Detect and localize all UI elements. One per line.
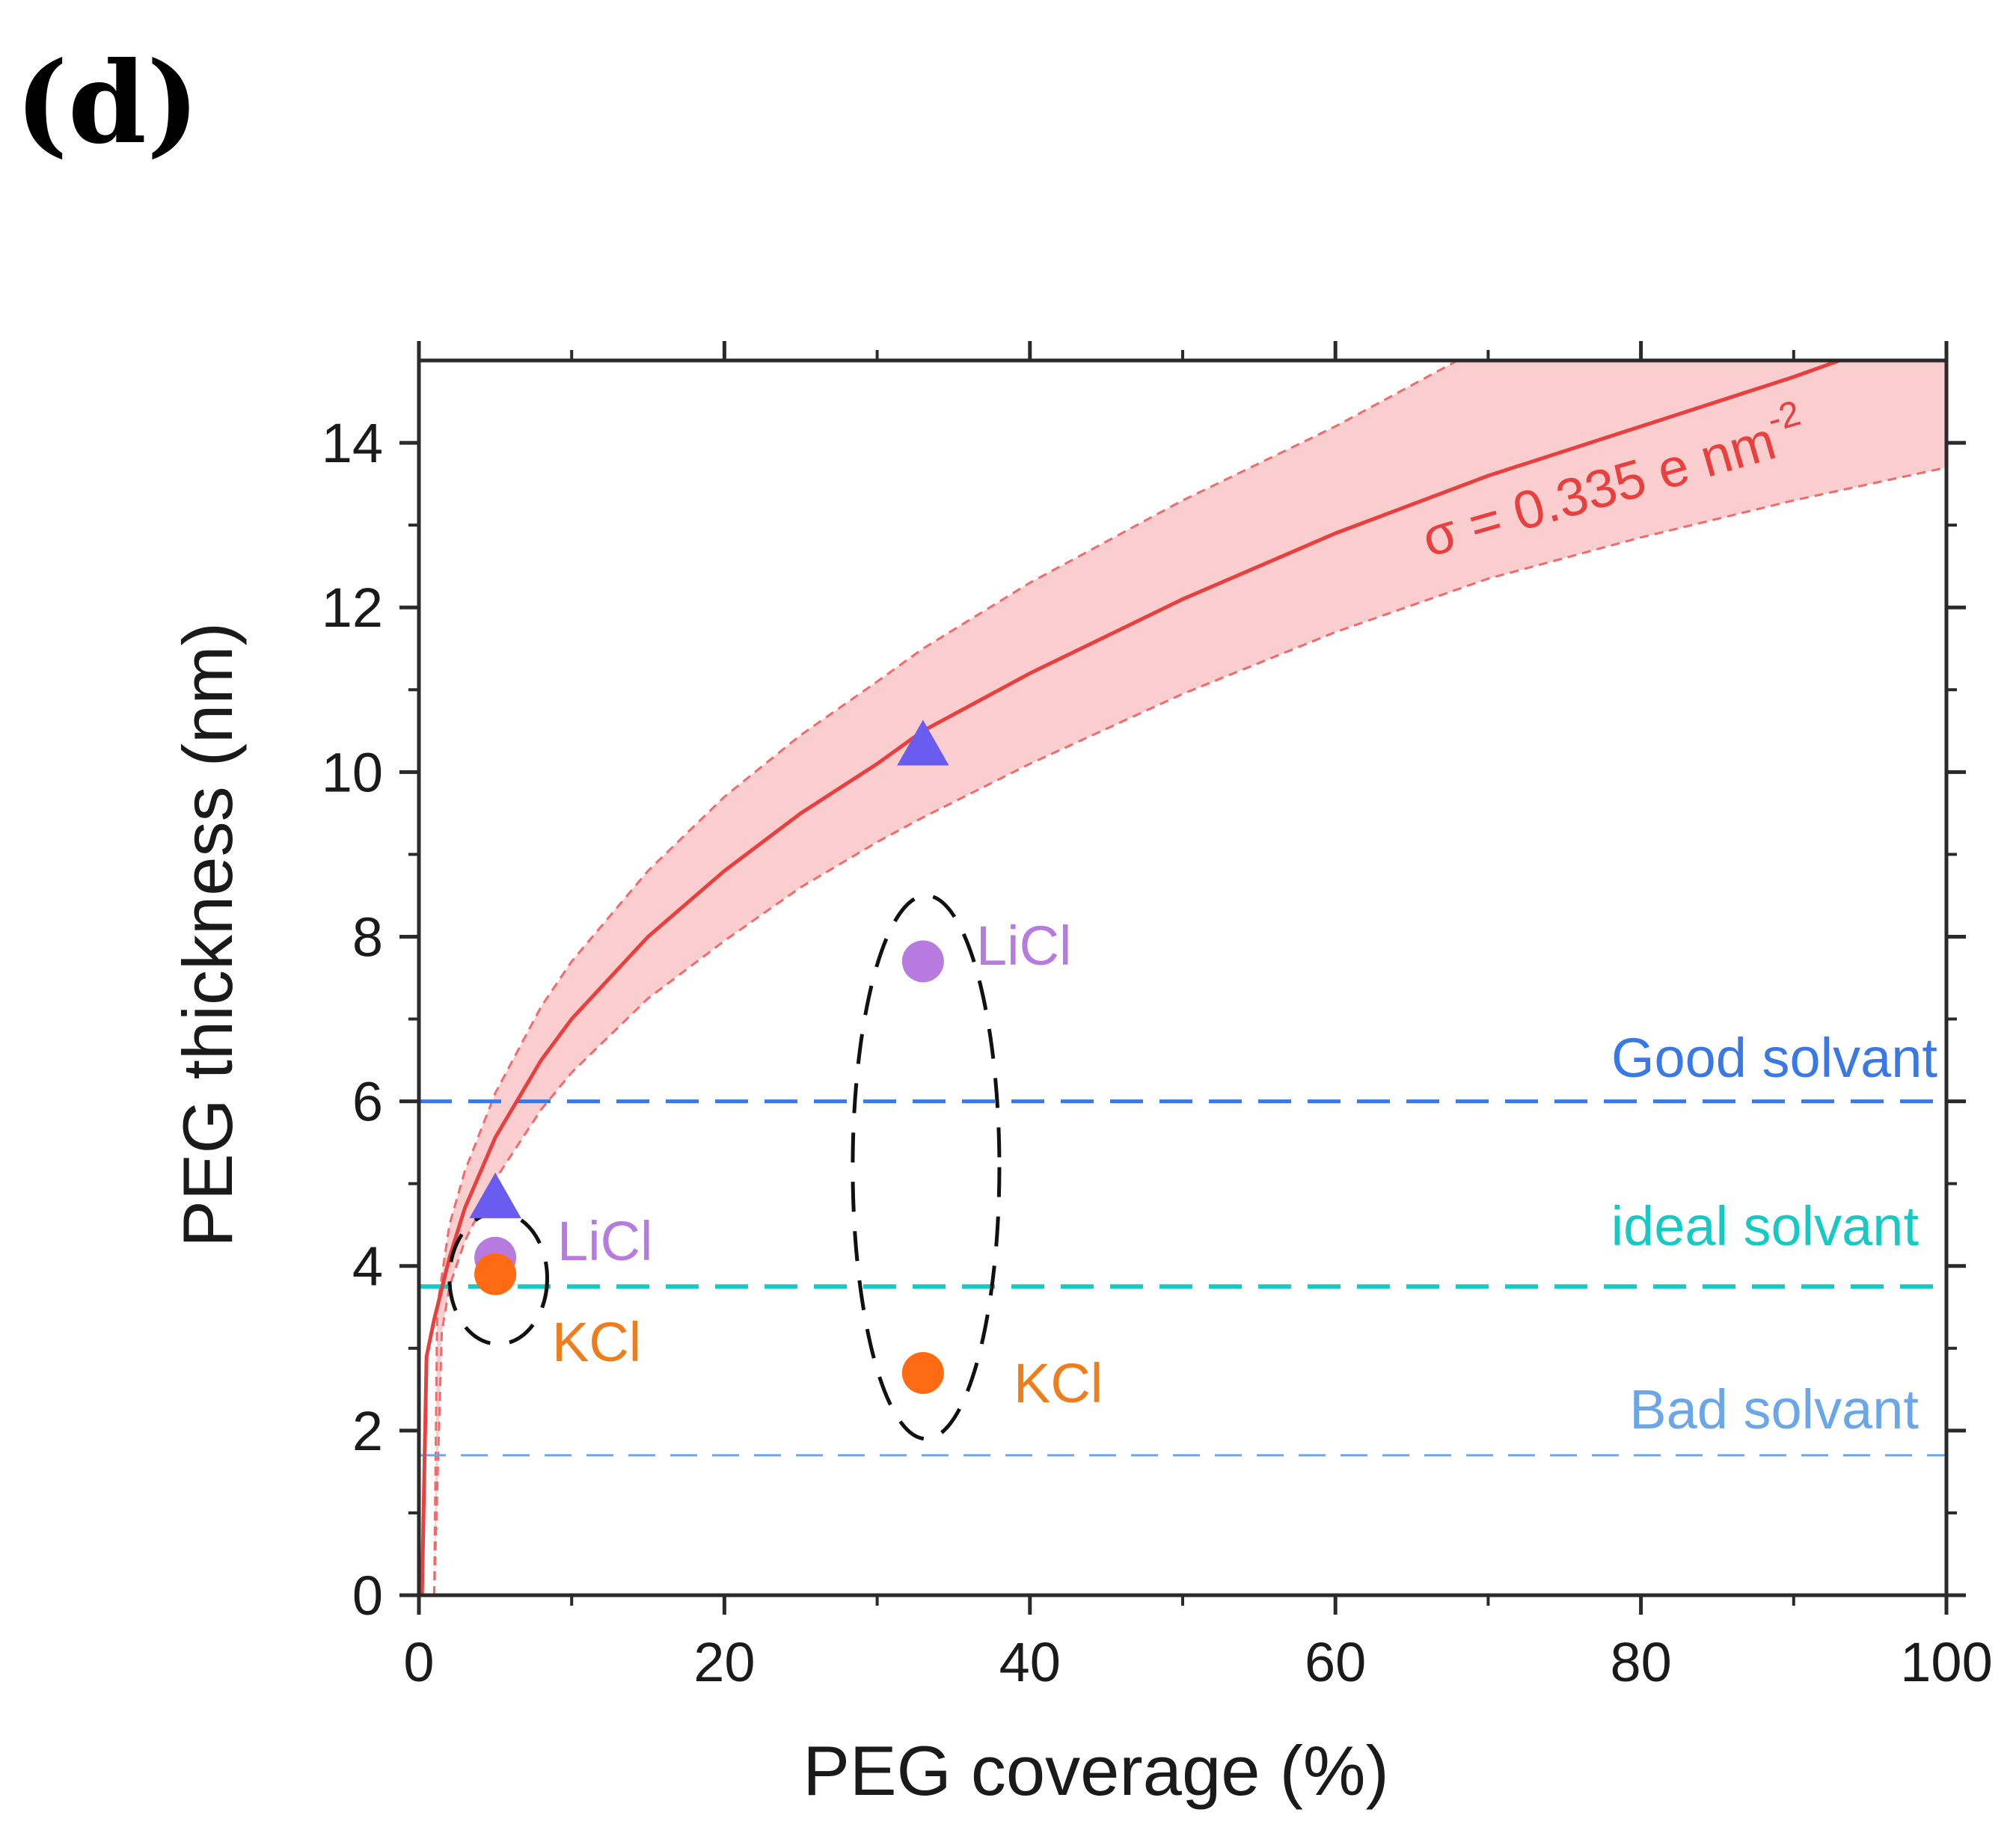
fit-curve [420, 360, 1840, 1595]
y-axis-label: PEG thickness (nm) [168, 622, 247, 1247]
licl-point-2 [901, 940, 944, 983]
panel-label: (d) [15, 37, 200, 169]
axes: 0 20 40 60 80 100 0 2 4 6 8 10 12 14 [322, 341, 1993, 1693]
plot-area [419, 360, 1946, 1595]
kcl-label-left: KCl [552, 1311, 641, 1373]
kcl-point-2 [901, 1351, 944, 1394]
x-tick-label: 20 [693, 1631, 755, 1693]
licl-label-left: LiCl [557, 1210, 652, 1272]
y-tick-label: 6 [352, 1071, 383, 1133]
licl-label-right: LiCl [976, 915, 1071, 977]
group-ellipse-2 [851, 893, 1002, 1441]
fit-band-upper-edge [432, 360, 1459, 1595]
y-tick-label: 14 [322, 412, 383, 474]
good-solvant-label: Good solvant [1611, 1027, 1937, 1089]
y-tick-label: 12 [322, 577, 383, 639]
y-tick-label: 4 [352, 1235, 383, 1298]
triangle-point-2 [897, 719, 949, 766]
kcl-label-right: KCl [1014, 1352, 1103, 1414]
ideal-solvant-label: ideal solvant [1611, 1195, 1920, 1257]
x-tick-label: 80 [1610, 1631, 1671, 1693]
bad-solvant-label: Bad solvant [1629, 1378, 1919, 1440]
y-tick-label: 2 [352, 1400, 383, 1462]
x-tick-label: 100 [1900, 1631, 1992, 1693]
triangle-point-1 [469, 1172, 521, 1218]
y-tick-label: 0 [352, 1565, 383, 1627]
x-axis-label: PEG coverage (%) [803, 1731, 1389, 1810]
y-tick-label: 10 [322, 741, 383, 803]
fit-band-lower-edge [432, 466, 1946, 1595]
x-tick-label: 0 [403, 1631, 434, 1693]
y-tick-label: 8 [352, 906, 383, 968]
fit-confidence-band [434, 360, 1946, 1595]
x-tick-label: 60 [1305, 1631, 1366, 1693]
x-tick-label: 40 [999, 1631, 1061, 1693]
kcl-point-1 [474, 1253, 517, 1295]
